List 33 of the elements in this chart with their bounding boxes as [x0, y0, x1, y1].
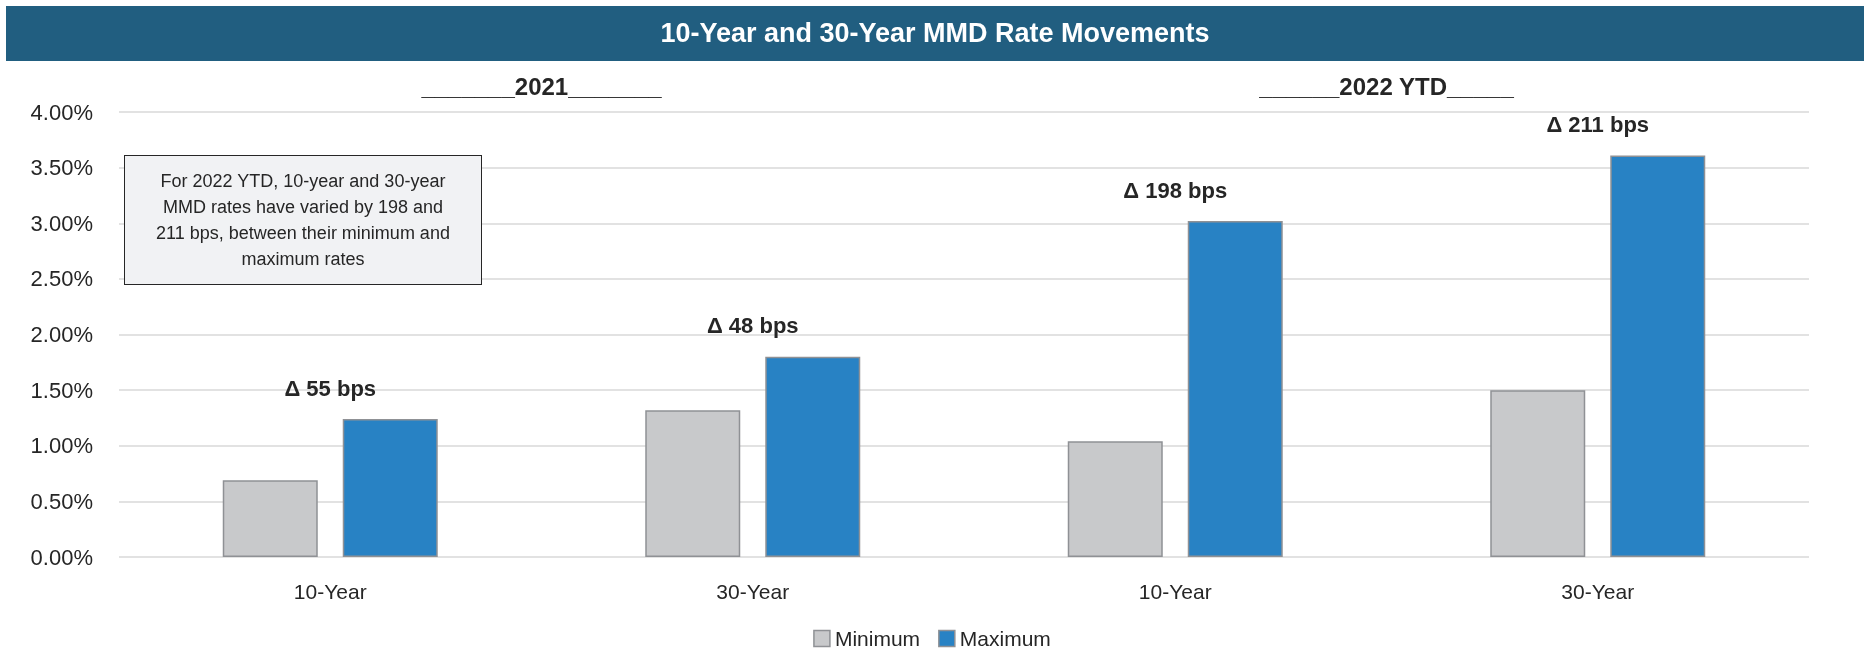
x-tick-label: 30-Year [1561, 580, 1635, 603]
text: _______2021_______ [420, 72, 663, 100]
bar [222, 480, 318, 557]
bar [1610, 155, 1706, 557]
title-banner: 10-Year and 30-Year MMD Rate Movements [6, 6, 1864, 61]
bar [1067, 441, 1163, 557]
bar [765, 356, 861, 557]
y-tick-label: 0.00% [30, 544, 93, 570]
text-box: For 2022 YTD, 10-year and 30-year MMD rates have varied by 198 and 211 bps, between their minimum and maximum rates [124, 155, 482, 285]
data-label: Δ 48 bps [706, 313, 799, 339]
x-tick-label: 10-Year [1138, 580, 1212, 603]
y-tick-label: 2.00% [30, 322, 93, 347]
annotation: For 2022 YTD, 10-year and 30-year MMD rates have varied by 198 and 211 bps, between their minimum and maximum rates [156, 171, 450, 269]
bar [1187, 221, 1283, 557]
bar [342, 419, 438, 557]
data-label: Δ 211 bps [1546, 111, 1650, 137]
data-label: Δ 55 bps [284, 375, 377, 401]
data-label: Δ 198 bps [1123, 177, 1228, 203]
y-tick-label: 3.00% [30, 210, 93, 236]
chart-title: 10-Year and 30-Year MMD Rate Movements [660, 18, 1210, 49]
y-tick-label: 4.00% [30, 99, 93, 125]
y-tick-label: 3.50% [30, 155, 93, 181]
y-tick-label: 1.50% [30, 377, 93, 403]
x-tick-label: 10-Year [293, 580, 367, 603]
text: ______2022 YTD_____ [1258, 72, 1515, 100]
bar [645, 410, 741, 557]
y-tick-label: 1.00% [30, 433, 93, 459]
bar [1490, 390, 1586, 557]
legend-label: Maximum [959, 627, 1051, 650]
y-tick-label: 0.50% [30, 488, 93, 514]
x-tick-label: 30-Year [716, 580, 790, 603]
y-tick-label: 2.50% [30, 266, 93, 292]
legend-label: Minimum [834, 627, 921, 650]
